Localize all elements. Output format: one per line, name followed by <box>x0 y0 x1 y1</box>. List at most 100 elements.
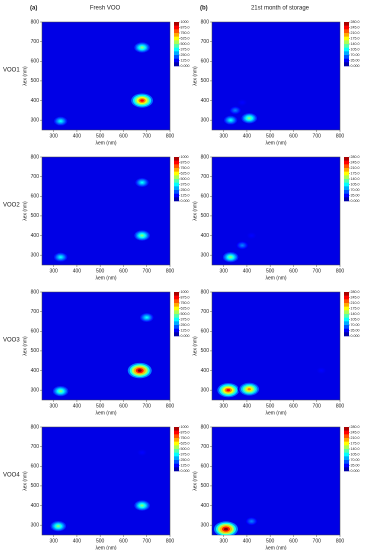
y-tick-label: 700 <box>31 444 40 450</box>
x-tick-label: 800 <box>166 268 175 274</box>
colorbar-segment <box>344 175 349 180</box>
x-tick-label: 400 <box>243 133 252 139</box>
colorbar-label: 875.0 <box>181 25 190 29</box>
y-tick-label: 300 <box>31 523 40 529</box>
y-tick-label: 800 <box>31 19 40 25</box>
colorbar-segment <box>344 299 349 304</box>
contour-level <box>247 117 251 120</box>
colorbar-segment <box>344 295 349 300</box>
colorbar-segment <box>344 157 349 161</box>
colorbar-label: 175.0 <box>351 306 360 310</box>
colorbar-label: 210.0 <box>351 301 360 305</box>
colorbar-label: 125.0 <box>181 328 190 332</box>
contour-level <box>140 234 144 237</box>
colorbar-segment <box>174 460 179 464</box>
x-tick-label: 400 <box>243 403 252 409</box>
colorbar-segment <box>174 328 179 333</box>
colorbar-label: 105.0 <box>351 182 360 186</box>
colorbar-label: 0.000 <box>181 199 190 203</box>
colorbar-label: 280.0 <box>351 290 360 294</box>
colorbar-segment <box>344 55 349 59</box>
colorbar-label: 280.0 <box>351 20 360 24</box>
x-tick-label: 700 <box>143 403 152 409</box>
x-tick-label: 500 <box>266 133 275 139</box>
colorbar-segment <box>344 460 349 464</box>
colorbar-segment <box>344 36 349 41</box>
x-tick-label: 600 <box>289 133 298 139</box>
x-tick-label: 600 <box>289 268 298 274</box>
y-tick-label: 600 <box>201 329 210 335</box>
row-label: VOO2 <box>3 203 20 209</box>
y-axis-label: λex (nm) <box>192 66 198 86</box>
colorbar-segment <box>174 325 179 329</box>
colorbar-segment <box>174 58 179 63</box>
column-title: 21st month of storage <box>251 6 310 12</box>
colorbar-segment <box>344 44 349 48</box>
y-tick-label: 400 <box>201 233 210 239</box>
x-tick-label: 300 <box>49 268 58 274</box>
y-tick-label: 600 <box>201 464 210 470</box>
x-tick-label: 800 <box>336 133 345 139</box>
colorbar-label: 0.000 <box>181 469 190 473</box>
y-tick-label: 700 <box>201 444 210 450</box>
contour-level <box>141 451 143 454</box>
colorbar-segment <box>174 434 179 439</box>
colorbar-segment <box>344 182 349 187</box>
y-axis-label: λex (nm) <box>22 471 28 491</box>
x-tick-label: 400 <box>243 538 252 544</box>
colorbar-segment <box>174 160 179 165</box>
colorbar-segment <box>344 310 349 315</box>
colorbar-label: 250.0 <box>181 53 190 57</box>
y-tick-label: 600 <box>31 329 40 335</box>
colorbar-label: 375.0 <box>181 317 190 321</box>
y-tick-label: 400 <box>201 503 210 509</box>
x-tick-label: 700 <box>313 133 322 139</box>
colorbar-label: 1000 <box>181 425 189 429</box>
colorbar-segment <box>344 179 349 183</box>
y-axis-label: λex (nm) <box>22 201 28 221</box>
colorbar-segment <box>344 434 349 439</box>
x-axis-label: λem (nm) <box>265 275 286 281</box>
x-tick-label: 800 <box>166 538 175 544</box>
plot-area <box>212 516 259 535</box>
colorbar-label: 0.000 <box>181 64 190 68</box>
colorbar-segment <box>174 456 179 461</box>
colorbar-label: 245.0 <box>351 295 360 299</box>
y-tick-label: 700 <box>31 39 40 45</box>
y-tick-label: 500 <box>201 213 210 219</box>
colorbar-label: 500.0 <box>181 447 190 451</box>
colorbar-segment <box>174 193 179 198</box>
contour-level <box>250 520 253 522</box>
plot-area <box>215 366 327 399</box>
colorbar-label: 0.000 <box>351 469 360 473</box>
x-tick-label: 800 <box>336 538 345 544</box>
colorbar-segment <box>174 33 179 37</box>
colorbar-segment <box>344 321 349 326</box>
colorbar-segment <box>344 449 349 453</box>
colorbar-segment <box>174 62 179 67</box>
colorbar-label: 140.0 <box>351 42 360 46</box>
colorbar-segment <box>174 317 179 322</box>
y-tick-label: 300 <box>31 253 40 259</box>
colorbar-segment <box>344 441 349 446</box>
colorbar-segment <box>344 467 349 472</box>
colorbar-segment <box>344 25 349 30</box>
x-tick-label: 700 <box>143 133 152 139</box>
y-axis-label: λex (nm) <box>22 66 28 86</box>
x-tick-label: 700 <box>313 538 322 544</box>
colorbar-label: 250.0 <box>181 323 190 327</box>
colorbar-segment <box>174 190 179 194</box>
y-tick-label: 800 <box>201 289 210 295</box>
row-label: VOO3 <box>3 338 20 344</box>
colorbar-segment <box>344 47 349 52</box>
x-tick-label: 300 <box>49 403 58 409</box>
colorbar-segment <box>174 452 179 457</box>
colorbar-label: 875.0 <box>181 430 190 434</box>
colorbar-segment <box>174 306 179 311</box>
colorbar-segment <box>174 168 179 172</box>
colorbar-segment <box>174 430 179 435</box>
colorbar-segment <box>174 29 179 34</box>
colorbar-segment <box>174 303 179 307</box>
colorbar-label: 245.0 <box>351 430 360 434</box>
colorbar-segment <box>344 427 349 431</box>
